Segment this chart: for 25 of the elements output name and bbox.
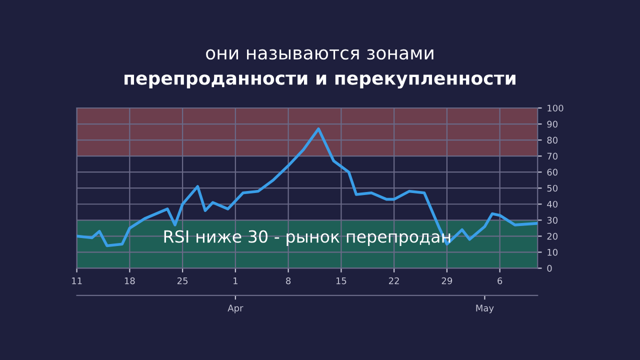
x-tick-label: 25 [177, 277, 188, 284]
x-tick-label: 11 [72, 278, 82, 284]
x-tick-label: 6 [498, 277, 502, 284]
y-tick-label: 80 [547, 136, 558, 144]
y-tick-label: 40 [547, 200, 558, 208]
chart-subtitle: перепроданности и перекупленности [124, 74, 516, 88]
y-tick-label: 60 [547, 168, 558, 176]
y-tick-label: 100 [548, 104, 564, 112]
y-tick-label: 50 [547, 184, 558, 192]
x2-tick-label: Apr [228, 304, 244, 314]
y-tick-label: 70 [547, 152, 558, 160]
y-tick-label: 10 [548, 248, 558, 256]
y-tick-label: 20 [547, 232, 558, 240]
x-tick-label: 18 [124, 277, 135, 284]
x-tick-label: 29 [442, 277, 452, 284]
line-series [76, 127, 538, 248]
x-tick-label: 8 [286, 277, 291, 284]
x-tick-label: 22 [388, 277, 399, 284]
x-tick-label: 1 [234, 278, 238, 284]
y-tick-label: 90 [547, 120, 558, 128]
chart-title: они называются зонами [206, 49, 434, 60]
y-tick-label: 30 [547, 216, 558, 224]
x-tick-label: 15 [336, 278, 346, 284]
y-tick-label: 0 [547, 264, 552, 272]
x2-tick-label: May [476, 304, 494, 314]
